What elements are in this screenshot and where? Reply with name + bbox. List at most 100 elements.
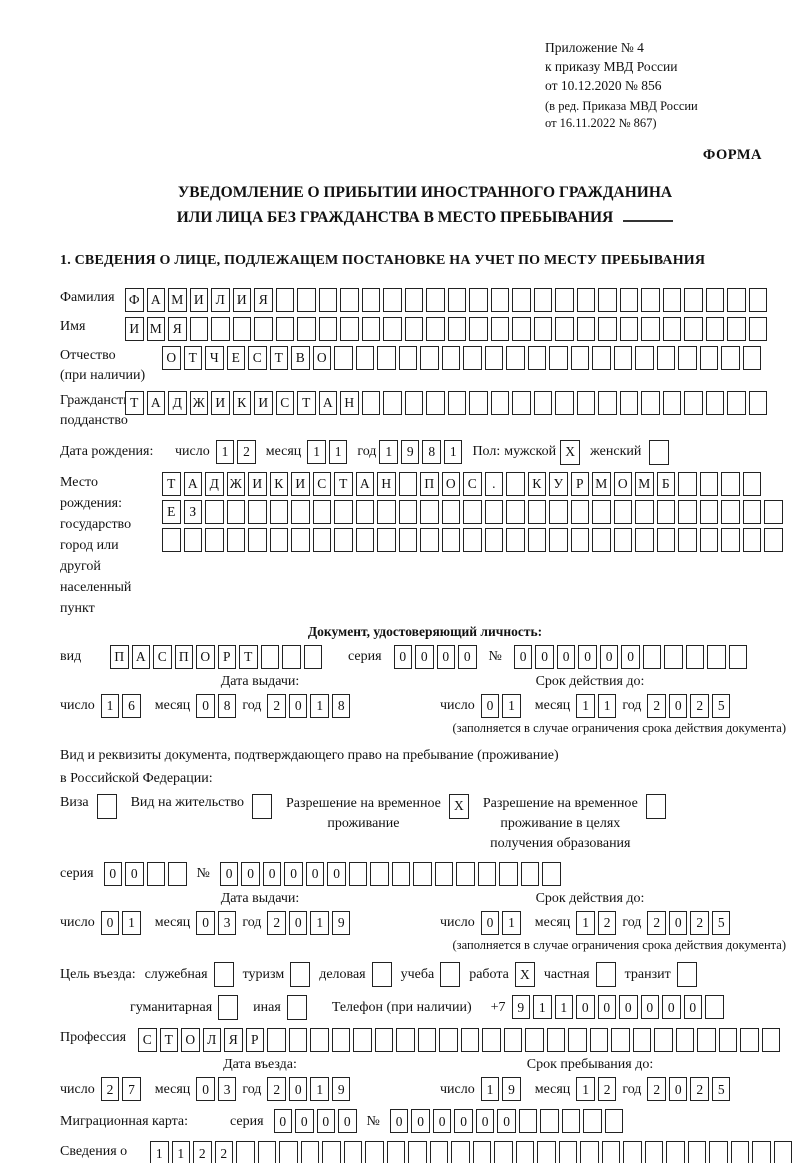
form-cell[interactable]: [398, 527, 417, 552]
form-cell[interactable]: 0: [640, 995, 660, 1020]
form-cell[interactable]: Е: [162, 499, 181, 524]
form-cell[interactable]: 0: [288, 911, 308, 936]
form-cell[interactable]: [549, 499, 568, 524]
form-cell[interactable]: [361, 390, 380, 415]
form-cell[interactable]: [662, 287, 681, 312]
form-cell[interactable]: 1: [215, 440, 235, 465]
form-cell[interactable]: 0: [196, 911, 215, 936]
form-cell[interactable]: [420, 527, 439, 552]
form-cell[interactable]: [484, 345, 503, 370]
form-cell[interactable]: [312, 527, 331, 552]
form-cell[interactable]: 2: [193, 1141, 212, 1163]
form-cell[interactable]: 0: [668, 1077, 688, 1102]
form-cell[interactable]: [613, 345, 632, 370]
form-cell[interactable]: [413, 861, 432, 886]
form-cell[interactable]: [205, 527, 224, 552]
form-cell[interactable]: [365, 1141, 384, 1163]
form-cell[interactable]: [340, 287, 359, 312]
form-cell[interactable]: 0: [327, 861, 346, 886]
form-cell[interactable]: О: [441, 471, 460, 496]
form-cell[interactable]: О: [162, 345, 181, 370]
form-cell[interactable]: [348, 861, 368, 886]
form-cell[interactable]: [705, 316, 724, 341]
form-cell[interactable]: 0: [475, 1109, 495, 1134]
form-cell[interactable]: О: [181, 1027, 200, 1052]
form-cell[interactable]: [383, 390, 402, 415]
form-cell[interactable]: [742, 471, 761, 496]
form-cell[interactable]: 0: [458, 644, 477, 669]
form-cell[interactable]: [211, 316, 230, 341]
form-cell[interactable]: [183, 527, 202, 552]
form-cell[interactable]: [279, 1141, 298, 1163]
form-cell[interactable]: [555, 390, 574, 415]
form-cell[interactable]: [506, 345, 525, 370]
form-cell[interactable]: [290, 961, 311, 987]
form-cell[interactable]: 0: [338, 1109, 357, 1134]
form-cell[interactable]: [260, 644, 279, 669]
form-cell[interactable]: [699, 345, 718, 370]
form-cell[interactable]: [678, 345, 697, 370]
form-cell[interactable]: [168, 861, 187, 886]
form-cell[interactable]: М: [635, 471, 654, 496]
form-cell[interactable]: [441, 499, 460, 524]
form-cell[interactable]: [205, 499, 224, 524]
form-cell[interactable]: [267, 1027, 286, 1052]
form-cell[interactable]: [684, 316, 703, 341]
form-cell[interactable]: [684, 287, 703, 312]
form-cell[interactable]: О: [196, 644, 215, 669]
form-cell[interactable]: 5: [711, 911, 731, 936]
form-cell[interactable]: 1: [307, 440, 326, 465]
form-cell[interactable]: [598, 316, 617, 341]
form-cell[interactable]: [728, 644, 748, 669]
form-cell[interactable]: [515, 1141, 534, 1163]
form-cell[interactable]: [649, 439, 670, 465]
form-cell[interactable]: [512, 287, 531, 312]
form-cell[interactable]: [641, 316, 660, 341]
form-cell[interactable]: [619, 316, 638, 341]
form-cell[interactable]: [162, 527, 181, 552]
form-cell[interactable]: [619, 390, 638, 415]
form-cell[interactable]: 2: [597, 911, 617, 936]
form-cell[interactable]: У: [549, 471, 568, 496]
form-cell[interactable]: [697, 1027, 716, 1052]
form-cell[interactable]: [391, 861, 411, 886]
form-cell[interactable]: 1: [502, 694, 521, 718]
form-cell[interactable]: [748, 390, 767, 415]
form-cell[interactable]: Ч: [205, 345, 224, 370]
form-cell[interactable]: [269, 499, 288, 524]
form-cell[interactable]: 0: [411, 1109, 430, 1134]
form-cell[interactable]: Я: [254, 287, 273, 312]
form-cell[interactable]: 0: [125, 861, 144, 886]
form-cell[interactable]: Б: [656, 471, 675, 496]
form-cell[interactable]: [146, 861, 166, 886]
form-cell[interactable]: 1: [122, 911, 141, 936]
form-cell[interactable]: [644, 1141, 663, 1163]
form-cell[interactable]: [353, 1027, 372, 1052]
form-cell[interactable]: 9: [331, 911, 351, 936]
form-cell[interactable]: [447, 316, 466, 341]
form-cell[interactable]: [383, 316, 402, 341]
form-cell[interactable]: 0: [662, 995, 681, 1020]
form-cell[interactable]: [340, 316, 359, 341]
form-cell[interactable]: [213, 961, 234, 987]
form-cell[interactable]: 0: [100, 911, 120, 936]
form-cell[interactable]: 1: [533, 995, 552, 1020]
form-cell[interactable]: [440, 961, 461, 987]
form-cell[interactable]: [748, 316, 767, 341]
form-cell[interactable]: 0: [668, 694, 688, 718]
form-cell[interactable]: [275, 287, 294, 312]
form-cell[interactable]: 3: [217, 1077, 237, 1102]
form-cell[interactable]: [662, 390, 681, 415]
form-cell[interactable]: 1: [576, 911, 595, 936]
form-cell[interactable]: Р: [245, 1027, 264, 1052]
form-cell[interactable]: [527, 345, 546, 370]
form-cell[interactable]: Р: [570, 471, 589, 496]
form-cell[interactable]: [773, 1141, 792, 1163]
form-cell[interactable]: [420, 499, 439, 524]
form-cell[interactable]: 0: [393, 644, 413, 669]
form-cell[interactable]: [533, 316, 552, 341]
form-cell[interactable]: [727, 287, 746, 312]
form-cell[interactable]: [761, 1027, 780, 1052]
form-cell[interactable]: [721, 527, 740, 552]
form-cell[interactable]: [297, 287, 316, 312]
